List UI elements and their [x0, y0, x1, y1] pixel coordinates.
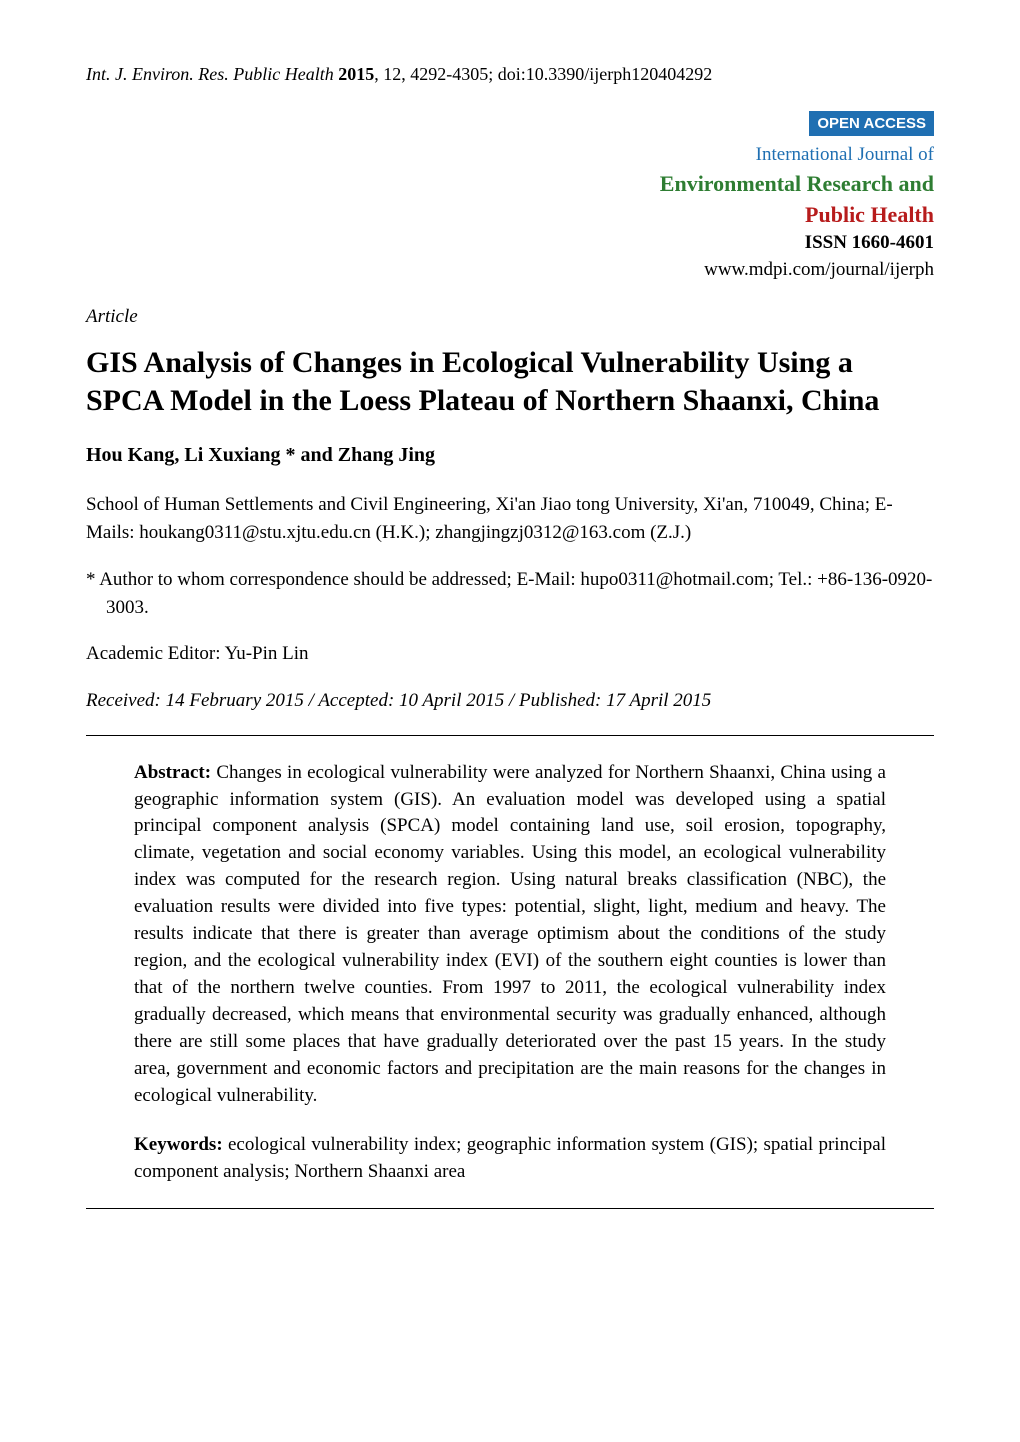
affiliation: School of Human Settlements and Civil En…	[86, 491, 934, 546]
academic-editor: Academic Editor: Yu-Pin Lin	[86, 641, 934, 668]
running-header: Int. J. Environ. Res. Public Health 2015…	[86, 62, 934, 87]
running-header-journal: Int. J. Environ. Res. Public Health	[86, 64, 334, 84]
horizontal-rule-bottom	[86, 1208, 934, 1209]
open-access-bar: OPEN ACCESS	[86, 111, 934, 136]
keywords-text: ecological vulnerability index; geograph…	[134, 1134, 886, 1182]
journal-name-line2: Environmental Research and	[86, 169, 934, 200]
open-access-badge: OPEN ACCESS	[809, 111, 934, 136]
running-header-year: 2015	[338, 64, 374, 84]
abstract: Abstract: Changes in ecological vulnerab…	[86, 760, 934, 1111]
abstract-label: Abstract:	[134, 762, 211, 783]
keywords-label: Keywords:	[134, 1134, 223, 1155]
keywords: Keywords: ecological vulnerability index…	[86, 1132, 934, 1186]
article-dates: Received: 14 February 2015 / Accepted: 1…	[86, 688, 934, 715]
journal-name-line3: Public Health	[86, 200, 934, 231]
journal-issn: ISSN 1660-4601	[86, 230, 934, 257]
running-header-rest: , 12, 4292-4305; doi:10.3390/ijerph12040…	[374, 64, 712, 84]
journal-block: International Journal of Environmental R…	[86, 142, 934, 283]
journal-url: www.mdpi.com/journal/ijerph	[86, 257, 934, 284]
authors: Hou Kang, Li Xuxiang * and Zhang Jing	[86, 441, 934, 469]
abstract-text: Changes in ecological vulnerability were…	[134, 762, 886, 1107]
horizontal-rule-top	[86, 735, 934, 736]
correspondence: * Author to whom correspondence should b…	[86, 566, 934, 621]
journal-name-line1: International Journal of	[86, 142, 934, 169]
paper-title: GIS Analysis of Changes in Ecological Vu…	[86, 344, 934, 419]
article-type: Article	[86, 304, 934, 331]
